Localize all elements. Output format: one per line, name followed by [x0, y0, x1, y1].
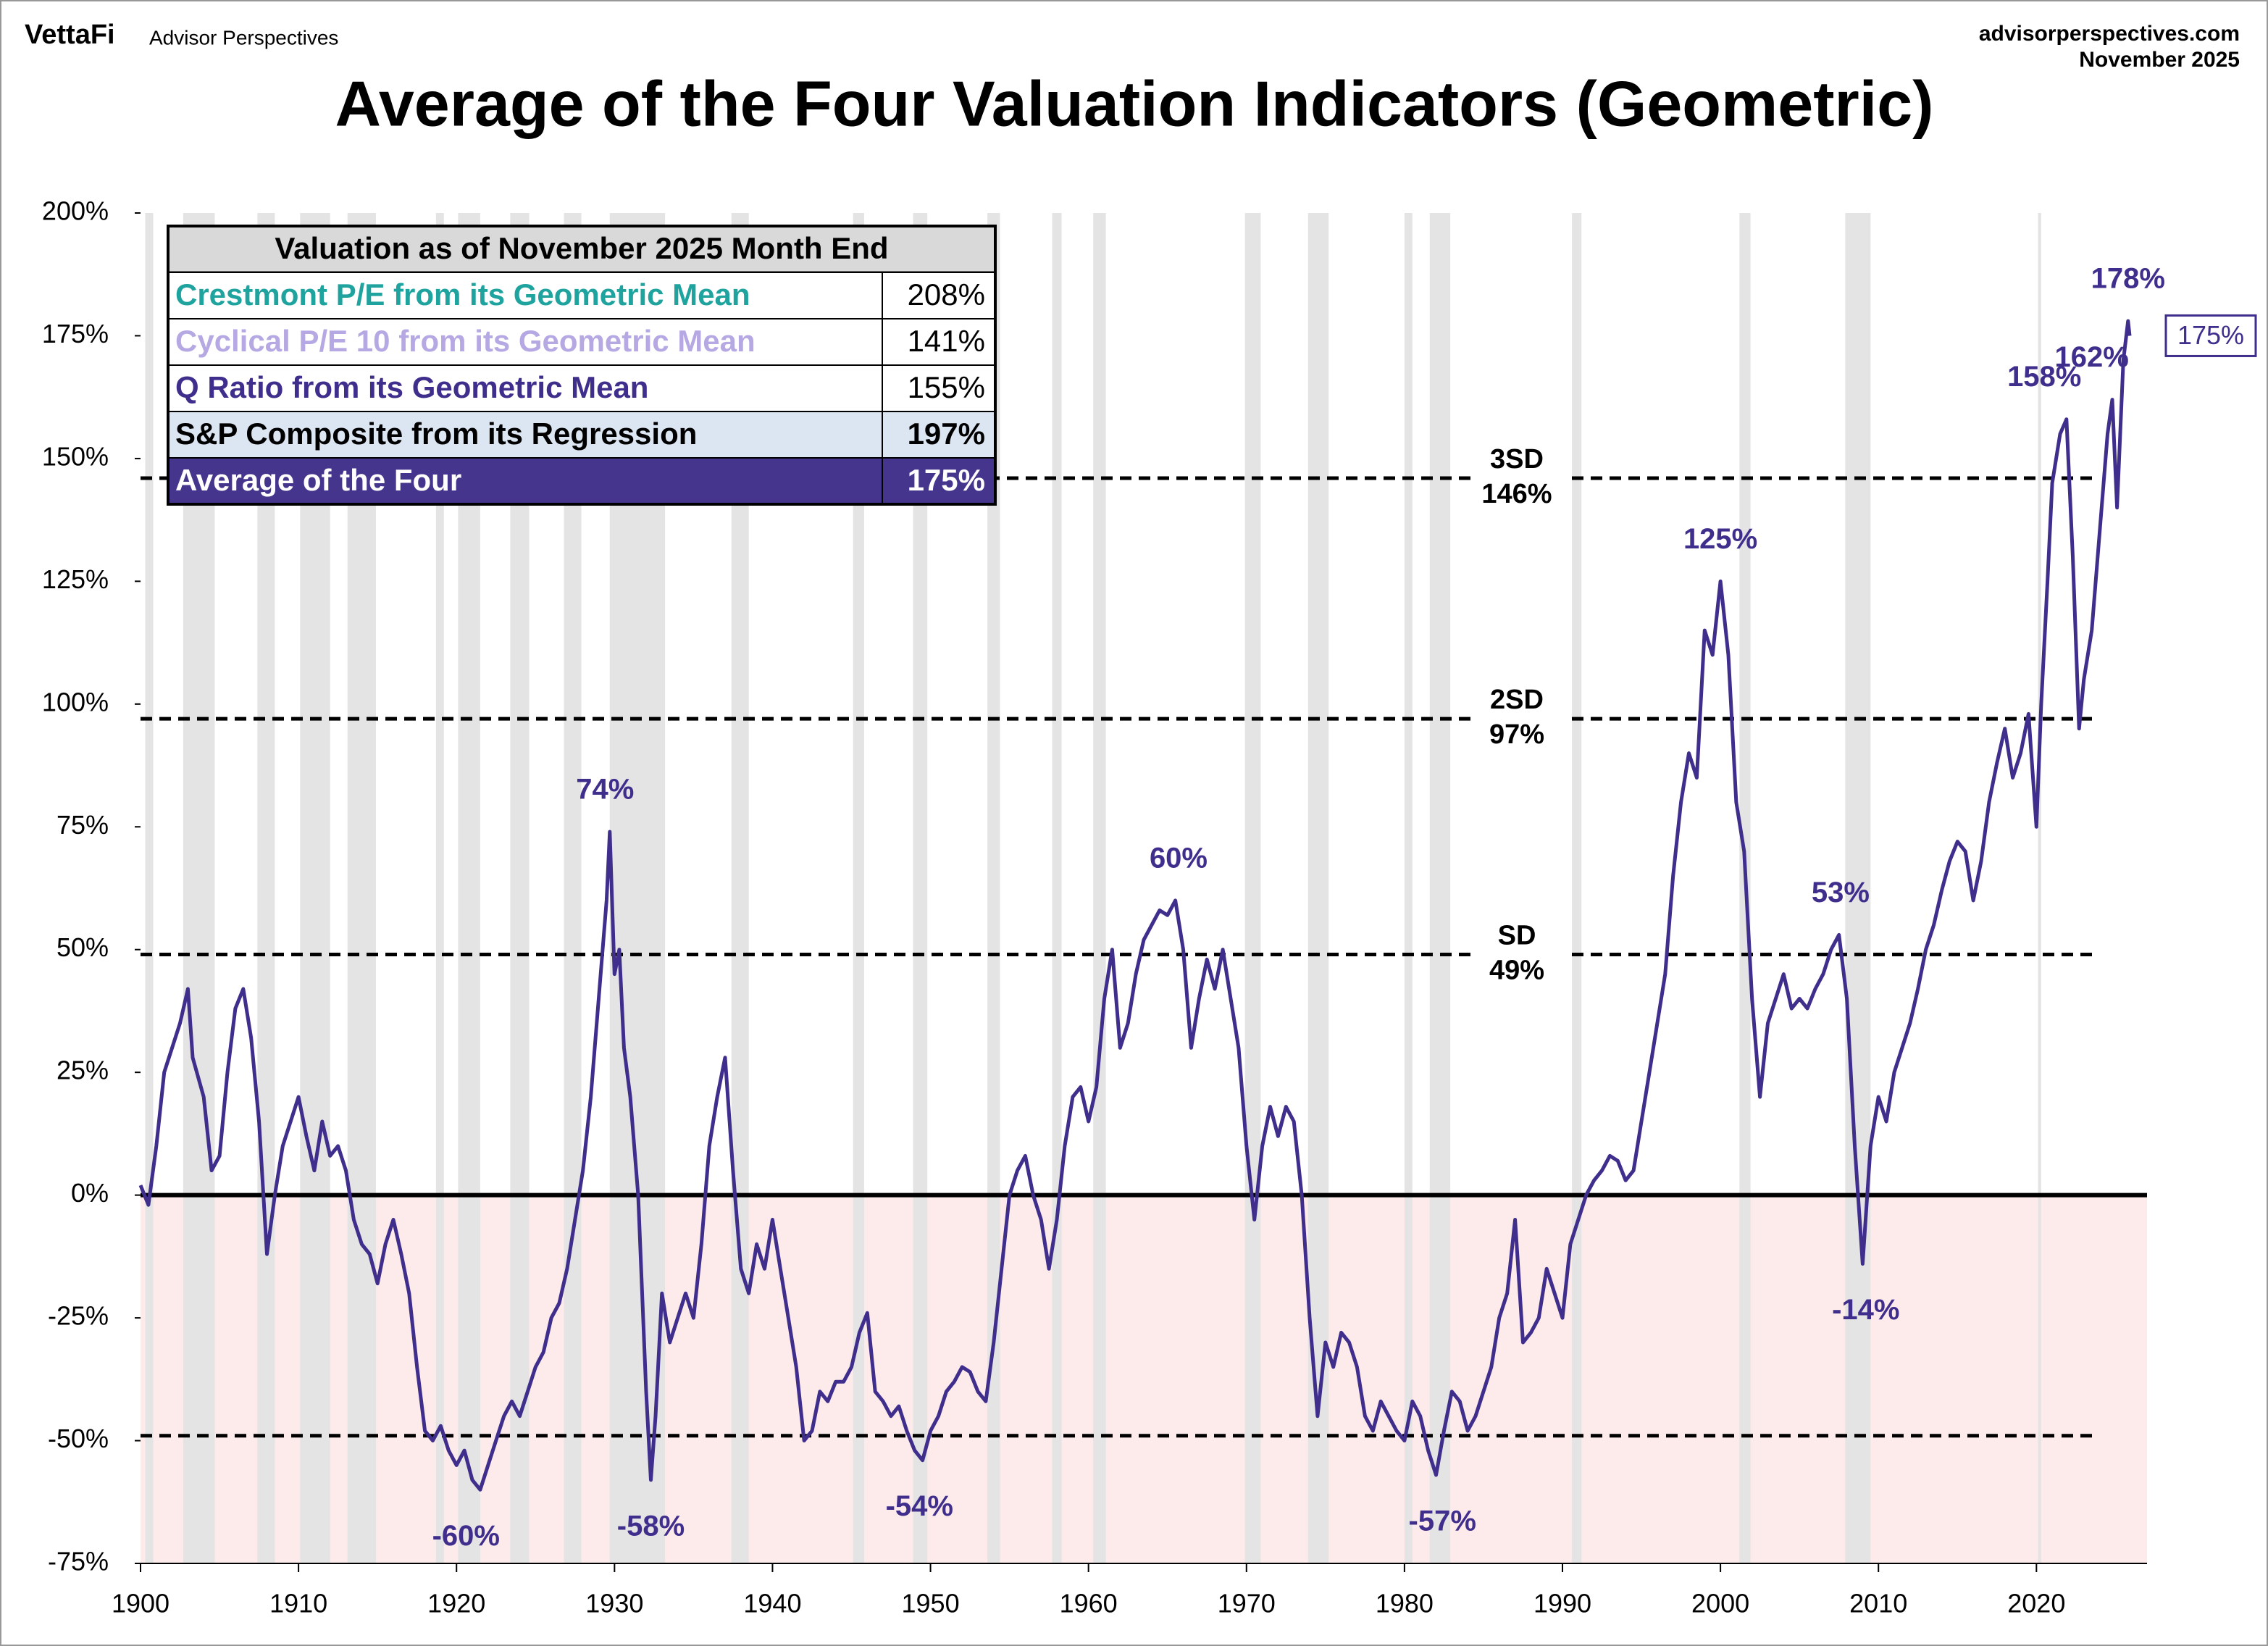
reference-value: 146% [1481, 479, 1552, 509]
x-tick-label: 2020 [2007, 1589, 2065, 1618]
recession-band [1845, 213, 1871, 1563]
y-tick-label: -75% [48, 1547, 109, 1576]
table-label: Q Ratio from its Geometric Mean [175, 370, 648, 404]
subbrand: Advisor Perspectives [149, 26, 338, 49]
reference-label: 3SD [1490, 444, 1544, 475]
end-label: 175% [2177, 320, 2244, 350]
y-tick-label: 125% [42, 564, 109, 594]
recession-band [1572, 213, 1582, 1563]
table-value: 175% [908, 463, 985, 497]
peak-label: -58% [617, 1510, 685, 1542]
recession-band [853, 213, 864, 1563]
recession-band [1429, 213, 1451, 1563]
table-value: 155% [908, 370, 985, 404]
recession-band [145, 213, 154, 1563]
table-label: S&P Composite from its Regression [175, 417, 697, 451]
reference-label: 2SD [1490, 685, 1544, 715]
end-label-box [2164, 314, 2257, 357]
reference-label-bg [1470, 682, 1565, 756]
reference-value: 49% [1489, 956, 1544, 986]
chart-title: Average of the Four Valuation Indicators… [335, 67, 1934, 139]
x-tick-label: 1950 [902, 1589, 960, 1618]
y-tick-label: -25% [48, 1301, 109, 1331]
table-row [167, 457, 996, 505]
peak-label: -57% [1409, 1505, 1476, 1537]
y-tick-label: 50% [57, 932, 109, 962]
table-header-bg [167, 225, 997, 274]
site: advisorperspectives.com [1979, 22, 2240, 46]
recession-band [1093, 213, 1106, 1563]
x-tick-label: 1980 [1376, 1589, 1434, 1618]
y-tick-label: -50% [48, 1424, 109, 1453]
reference-label-bg [1470, 442, 1565, 515]
y-tick-label: 0% [71, 1178, 109, 1208]
recession-band [2038, 213, 2041, 1563]
y-tick-label: 100% [42, 687, 109, 717]
peak-label: -54% [886, 1490, 953, 1522]
x-tick-label: 2010 [1849, 1589, 1907, 1618]
table-label: Average of the Four [175, 463, 461, 497]
x-tick-label: 1940 [743, 1589, 801, 1618]
peak-label: 53% [1812, 877, 1870, 908]
date: November 2025 [2079, 48, 2240, 72]
table-value: 197% [908, 417, 985, 451]
table-value: 208% [908, 277, 985, 312]
peak-label: 60% [1150, 843, 1208, 874]
table-row [167, 364, 996, 412]
peak-label: -14% [1832, 1294, 1899, 1326]
recession-band [1404, 213, 1413, 1563]
y-tick-label: 25% [57, 1056, 109, 1085]
x-tick-label: 1900 [112, 1589, 170, 1618]
table-border [167, 225, 997, 506]
reference-value: 97% [1489, 719, 1544, 750]
recession-band [1244, 213, 1261, 1563]
table-title: Valuation as of November 2025 Month End [275, 231, 888, 265]
table-label: Cyclical P/E 10 from its Geometric Mean [175, 324, 756, 358]
x-tick-label: 1930 [585, 1589, 643, 1618]
peak-label: 74% [576, 774, 634, 806]
table-value: 141% [908, 324, 985, 358]
recession-band [987, 213, 1000, 1563]
recession-band [1052, 213, 1062, 1563]
y-tick-label: 175% [42, 319, 109, 348]
recession-band [1307, 213, 1329, 1563]
peak-label: 125% [1683, 523, 1757, 555]
x-tick-label: 2000 [1691, 1589, 1749, 1618]
peak-label: 158% [2007, 361, 2081, 393]
recession-band [913, 213, 928, 1563]
reference-label-bg [1470, 918, 1565, 991]
y-tick-label: 150% [42, 441, 109, 471]
recession-band [435, 213, 444, 1563]
data-line [138, 319, 2132, 1492]
y-tick-label: 75% [57, 810, 109, 840]
y-tick-label: 200% [42, 196, 109, 226]
recession-band [564, 213, 582, 1563]
x-tick-label: 1990 [1533, 1589, 1591, 1618]
reference-label: SD [1498, 921, 1536, 951]
x-tick-label: 1960 [1060, 1589, 1118, 1618]
table-label: Crestmont P/E from its Geometric Mean [175, 277, 750, 312]
x-tick-label: 1910 [269, 1589, 327, 1618]
peak-label: 178% [2091, 263, 2165, 295]
brand: VettaFi [25, 20, 115, 50]
x-tick-label: 1920 [427, 1589, 485, 1618]
x-tick-label: 1970 [1218, 1589, 1276, 1618]
peak-label: 162% [2055, 341, 2129, 373]
peak-label: -60% [432, 1520, 500, 1552]
